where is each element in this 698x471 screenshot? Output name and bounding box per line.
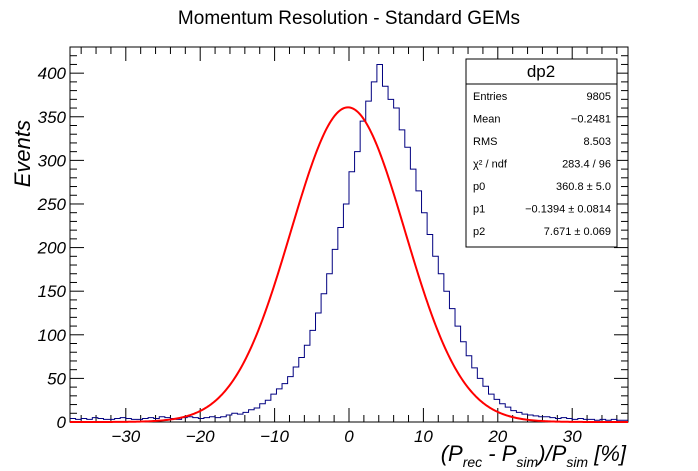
y-tick-label: 100 (38, 326, 67, 345)
stat-label: p0 (473, 181, 485, 193)
stat-value: 360.8 ± 5.0 (556, 181, 611, 193)
y-tick-label: 300 (38, 151, 67, 170)
stat-value: 283.4 / 96 (562, 159, 611, 171)
stat-value: −0.2481 (571, 114, 611, 126)
stat-label: χ² / ndf (473, 159, 508, 171)
y-axis-label: Events (10, 120, 35, 187)
stats-box-frame (465, 58, 618, 248)
stat-label: p2 (473, 226, 485, 238)
x-tick-label: 20 (487, 427, 507, 446)
chart-title: Momentum Resolution - Standard GEMs (178, 8, 520, 29)
x-label-sim-sub1: sim (516, 454, 538, 470)
stat-value: 7.671 ± 0.069 (544, 226, 611, 238)
stat-label: p1 (473, 204, 485, 216)
y-tick-label: 150 (38, 282, 67, 301)
x-tick-label: −30 (111, 427, 140, 446)
y-tick-label: 250 (37, 195, 67, 214)
x-label-sim-sub2: sim (566, 454, 588, 470)
stats-box: dp2 Entries 9805 Mean −0.2481 RMS 8.503 χ² / n… (465, 58, 618, 248)
stat-value: 8.503 (583, 136, 611, 148)
x-tick-label: 0 (344, 427, 354, 446)
x-tick-label: 30 (563, 427, 582, 446)
x-tick-label: 10 (414, 427, 433, 446)
x-label-rec-sub: rec (463, 454, 482, 470)
stat-label: Mean (473, 114, 501, 126)
stat-value: 9805 (587, 91, 611, 103)
y-tick-label: 50 (47, 369, 66, 388)
x-axis-label: (Prec - Psim)/Psim [%] (441, 441, 627, 470)
stats-rows: Entries 9805 Mean −0.2481 RMS 8.503 χ² / ndf 28… (473, 91, 611, 238)
stat-label: RMS (473, 136, 497, 148)
stat-value: −0.1394 ± 0.0814 (525, 204, 611, 216)
stats-box-title: dp2 (527, 62, 555, 81)
y-tick-label: 350 (38, 108, 67, 127)
histogram-series (70, 63, 628, 421)
y-tick-label: 400 (38, 64, 67, 83)
stat-label: Entries (473, 91, 508, 103)
x-label-ratio: )/P (535, 441, 566, 466)
gaussian-fit-curve (70, 106, 628, 423)
x-label-unit: [%] (588, 441, 627, 466)
x-tick-label: −10 (260, 427, 289, 446)
x-label-minus: - P (482, 441, 517, 466)
x-tick-label: −20 (186, 427, 215, 446)
axis-ticks (70, 47, 628, 423)
y-tick-label: 0 (57, 413, 67, 432)
y-tick-label: 200 (37, 239, 67, 258)
